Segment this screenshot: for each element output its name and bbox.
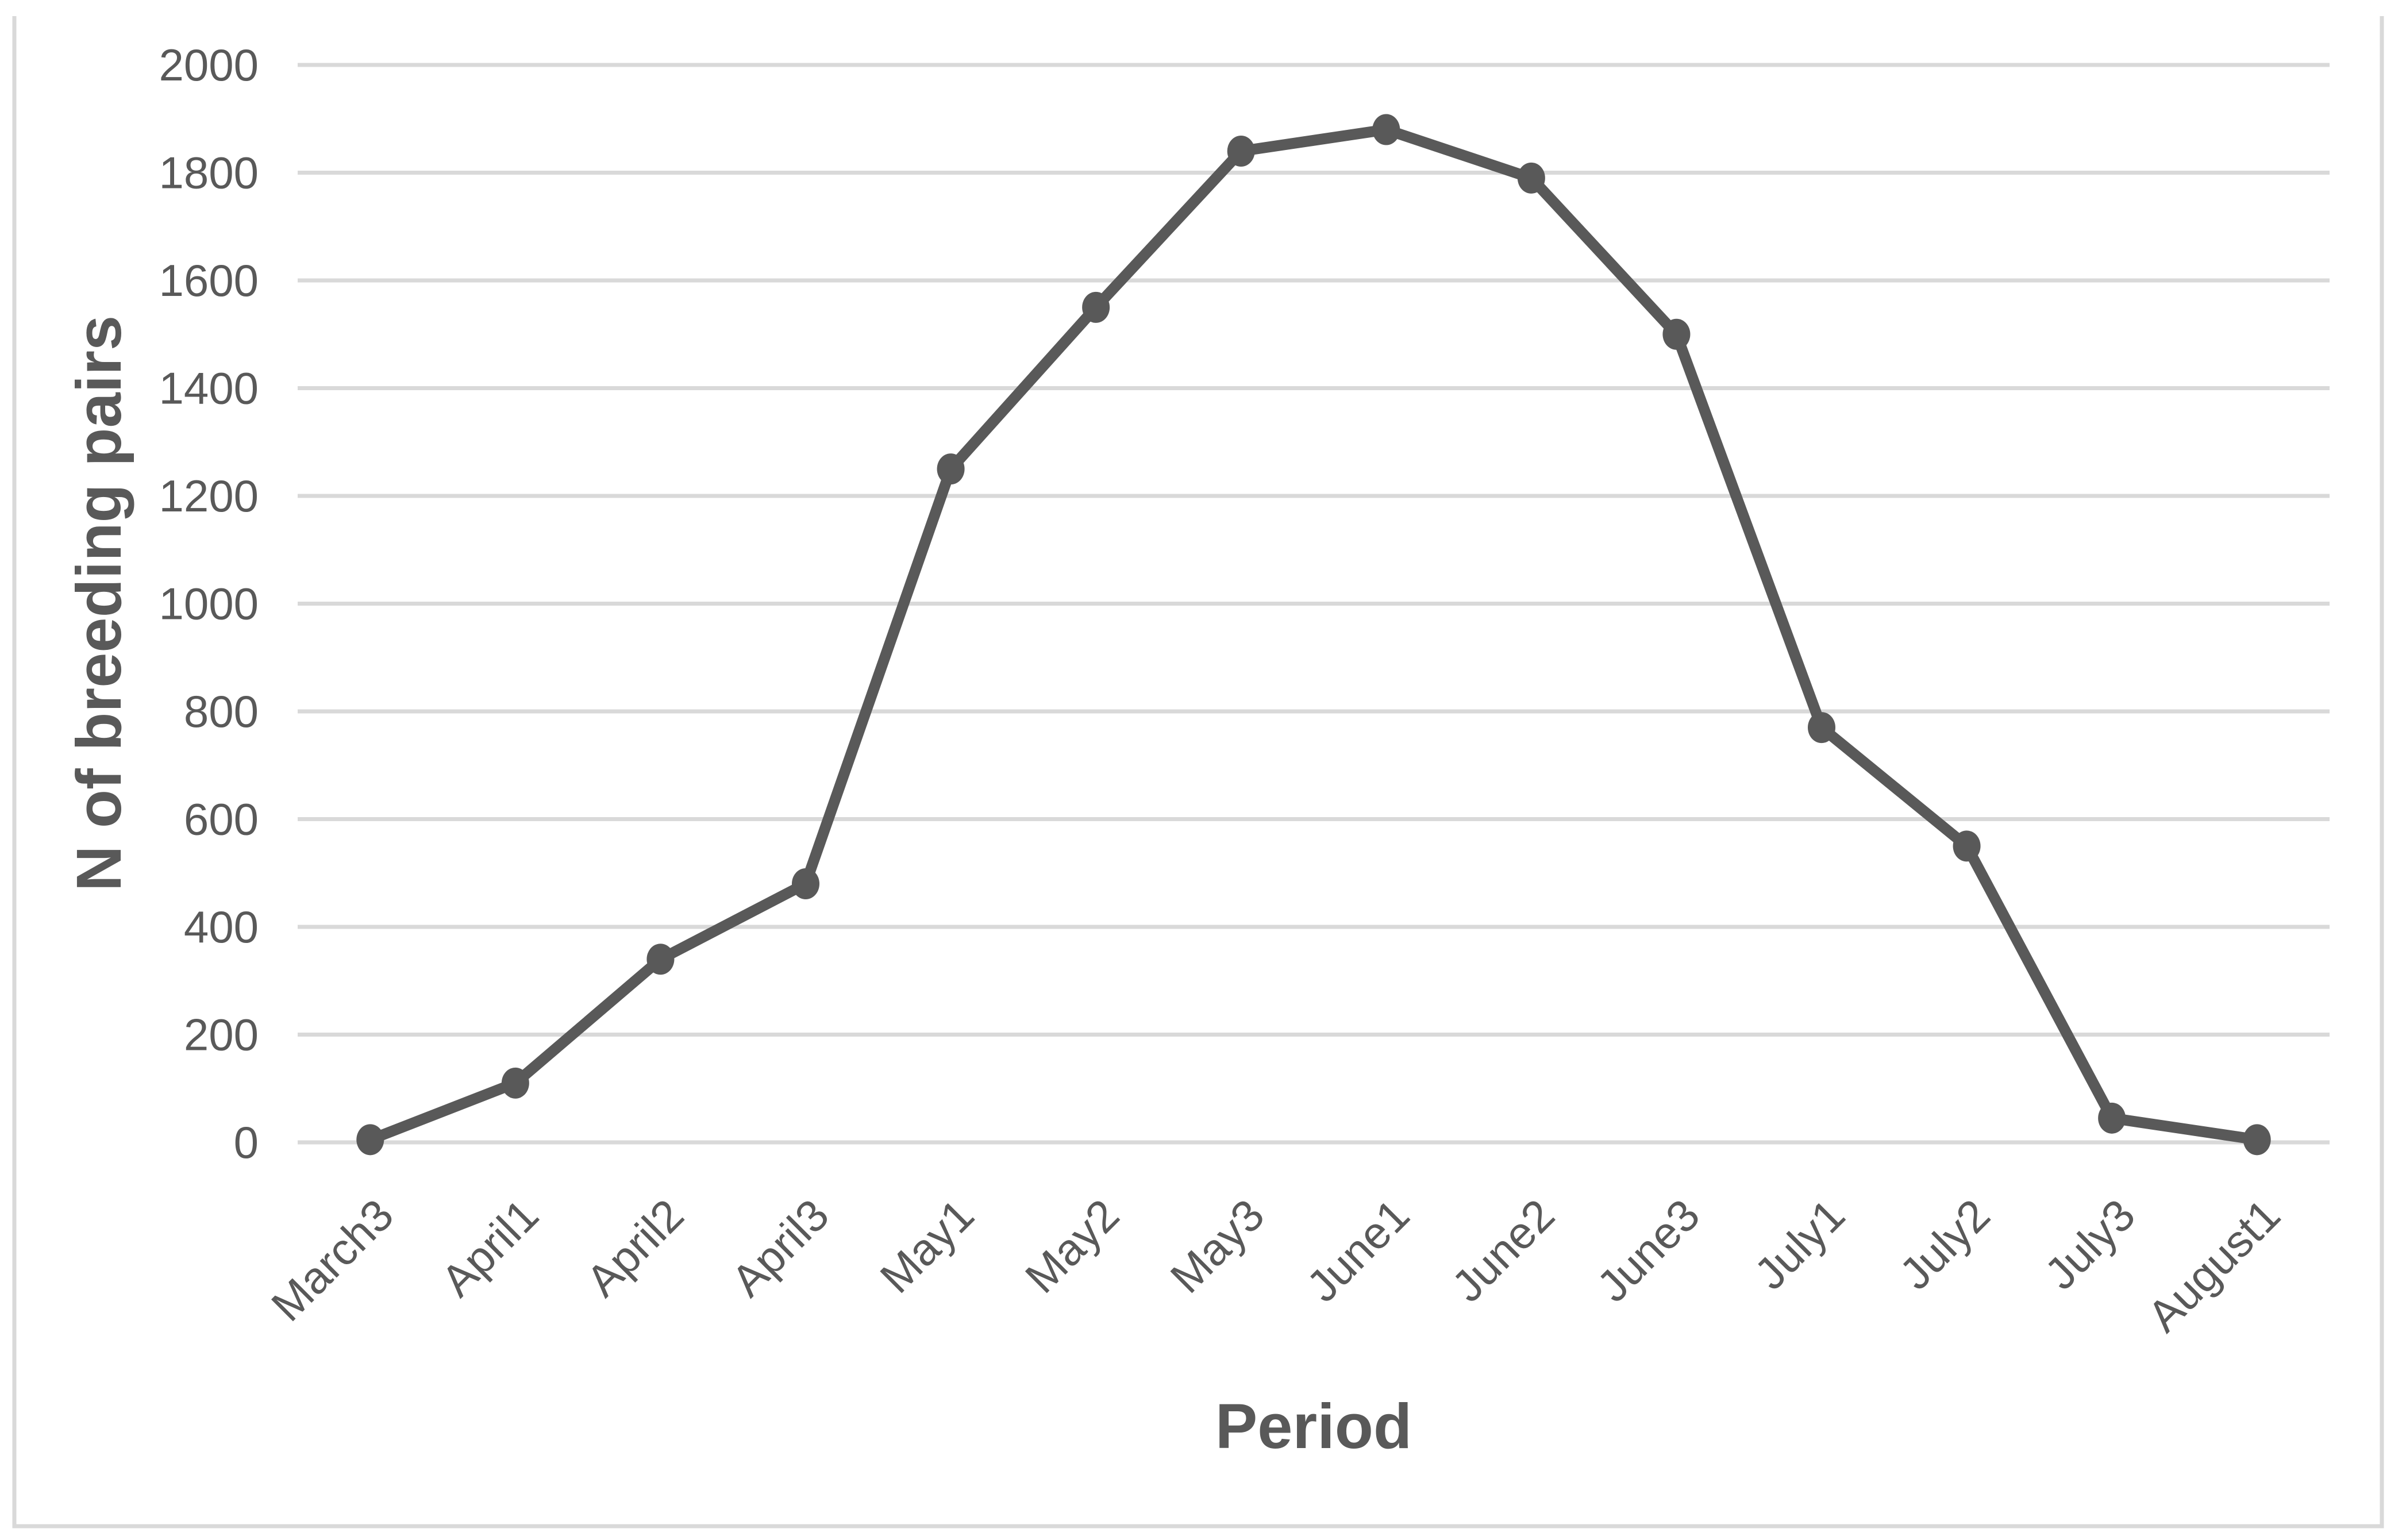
x-tick-label-group: March3 April1 April2 April3 May1 May2 May3 June… [261, 1189, 2290, 1342]
x-tick-label: May1 [870, 1189, 983, 1303]
data-point-marker [2098, 1102, 2126, 1134]
x-tick-label: August1 [2138, 1189, 2290, 1342]
x-tick-label: June3 [1587, 1189, 1710, 1312]
x-axis-title: Period [1215, 1391, 1412, 1462]
x-tick-label: July2 [1890, 1189, 2000, 1299]
x-tick-label: April2 [576, 1189, 693, 1306]
data-point-marker [501, 1067, 529, 1099]
y-tick-label: 1200 [159, 471, 259, 521]
data-point-marker [356, 1124, 384, 1156]
data-point-marker [1953, 830, 1981, 862]
y-tick-label: 800 [184, 686, 259, 737]
x-tick-label: May2 [1015, 1189, 1129, 1303]
y-tick-label: 600 [184, 794, 259, 845]
y-tick-label: 400 [184, 902, 259, 952]
x-tick-label: July1 [1745, 1189, 1854, 1299]
x-tick-label: April1 [432, 1189, 548, 1306]
y-tick-label: 0 [234, 1117, 259, 1168]
figure-border [12, 16, 2384, 1529]
data-point-marker [1808, 712, 1835, 744]
x-tick-label: July3 [2035, 1189, 2145, 1299]
y-tick-label: 1400 [159, 363, 259, 414]
y-tick-label: 1000 [159, 579, 259, 629]
y-axis-title: N of breeding pairs [64, 315, 134, 891]
gridline-group [298, 63, 2330, 1145]
data-point-marker [2243, 1124, 2271, 1156]
data-point-marker [1517, 162, 1545, 194]
series-line [364, 124, 2263, 1145]
x-tick-label: June1 [1297, 1189, 1419, 1312]
y-tick-label: 1600 [159, 255, 259, 306]
x-tick-label: May3 [1161, 1189, 1274, 1303]
y-tick-label-group: 0 200 400 600 800 1000 1200 1400 1600 1800 2000 [159, 40, 259, 1168]
series-group [356, 114, 2271, 1156]
data-point-marker [1227, 136, 1255, 167]
data-point-marker [1372, 114, 1400, 145]
y-tick-label: 1800 [159, 148, 259, 198]
x-tick-label: April3 [722, 1189, 838, 1306]
data-point-marker [646, 944, 675, 975]
data-point-marker [937, 453, 965, 485]
y-tick-label: 2000 [159, 40, 259, 90]
data-point-marker [1662, 318, 1691, 350]
data-point-marker [792, 868, 819, 899]
x-tick-label: June2 [1442, 1189, 1564, 1312]
x-tick-label: March3 [261, 1189, 403, 1331]
data-point-marker [1082, 291, 1110, 323]
y-tick-label: 200 [184, 1010, 259, 1060]
